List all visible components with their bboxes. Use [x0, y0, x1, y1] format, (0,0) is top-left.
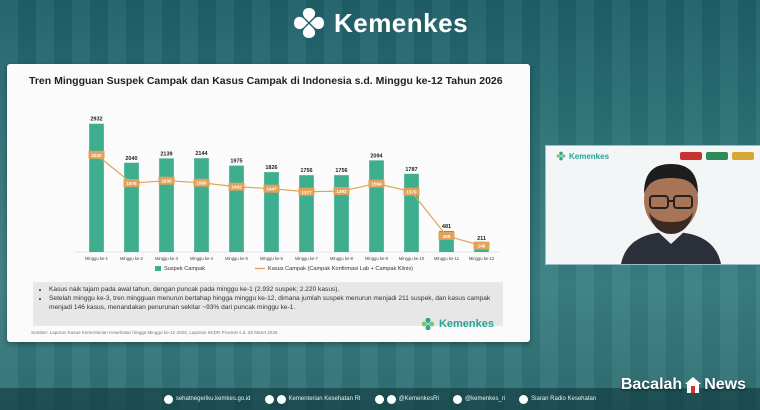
line-value-label: 1576 [126, 181, 137, 186]
line-value-label: 1583 [196, 181, 207, 186]
kemenkes-logo-icon [556, 151, 566, 161]
line-value-label: 1379 [406, 190, 417, 195]
line-point-kasus [158, 176, 175, 185]
x-tick-label: Minggu ke-5 [225, 256, 249, 261]
bar-value-label: 211 [477, 236, 486, 242]
footer-twitter[interactable]: @KemenkesRI [374, 394, 439, 404]
kemenkes-logo-icon [293, 8, 324, 38]
x-tick-label: Minggu ke-1 [85, 256, 109, 261]
tiktok-icon [386, 394, 396, 404]
x-tick-label: Minggu ke-7 [295, 256, 319, 261]
footer-instagram[interactable]: @kemenkes_ri [453, 394, 505, 404]
line-point-kasus [228, 182, 245, 191]
globe-icon [163, 394, 173, 404]
x-tick-label: Minggu ke-8 [330, 256, 354, 261]
kemenkes-logo-icon [421, 317, 435, 331]
bar-suspek [229, 165, 244, 252]
line-point-kasus [368, 179, 385, 188]
footer-social[interactable]: Kementerian Kesehatan RI [264, 394, 361, 404]
x-tick-label: Minggu ke-3 [155, 256, 179, 261]
legend-swatch-suspek [155, 266, 161, 271]
footer-website[interactable]: sehatnegeriku.kemkes.go.id [163, 394, 251, 404]
bar-value-label: 2932 [90, 117, 102, 123]
badge-logo-icon [680, 152, 702, 160]
watermark: Bacalah News [620, 376, 746, 393]
line-value-label: 146 [478, 244, 486, 249]
brand-name: Kemenkes [333, 7, 469, 38]
line-value-label: 1492 [231, 185, 242, 190]
bar-suspek [369, 160, 384, 252]
house-icon [685, 377, 702, 393]
line-value-label: 1393 [336, 189, 347, 194]
brand-header: Kemenkes [0, 6, 760, 40]
x-tick-label: Minggu ke-9 [365, 256, 389, 261]
source-text: Sumber: Laporan Kasus Kementerian Keseha… [31, 330, 278, 335]
line-value-label: 1564 [371, 182, 382, 187]
footer-bar: sehatnegeriku.kemkes.go.id Kementerian K… [0, 388, 760, 410]
camera-logo-text: Kemenkes [569, 151, 610, 161]
slide-logo: Kemenkes [421, 317, 494, 331]
speaker-video: Kemenkes [545, 145, 760, 265]
instagram-icon [453, 394, 463, 404]
x-tick-label: Minggu ke-10 [399, 256, 425, 261]
chart-title: Tren Mingguan Suspek Campak dan Kasus Ca… [29, 75, 503, 87]
presentation-slide: Tren Mingguan Suspek Campak dan Kasus Ca… [7, 64, 530, 342]
bar-value-label: 481 [442, 224, 451, 230]
line-kasus [96, 154, 482, 247]
bar-suspek [334, 175, 349, 252]
footer-radio[interactable]: Siaran Radio Kesehatan [519, 394, 596, 404]
bar-suspek [404, 173, 419, 252]
speaker-person-icon [621, 164, 721, 264]
slide-logo-text: Kemenkes [438, 318, 494, 330]
badge-logo-icon [732, 152, 754, 160]
line-point-kasus [438, 231, 455, 240]
line-value-label: 368 [443, 234, 451, 239]
x-tick-label: Minggu ke-2 [120, 256, 144, 261]
note-item: Kasus naik tajam pada awal tahun, dengan… [49, 285, 497, 294]
youtube-icon [276, 394, 286, 404]
bar-value-label: 2144 [195, 151, 208, 157]
line-point-kasus [403, 187, 420, 196]
bar-suspek [89, 123, 104, 252]
x-tick-label: Minggu ke-4 [190, 256, 214, 261]
bar-suspek [264, 172, 279, 252]
badge-logo-icon [706, 152, 728, 160]
notes-box: Kasus naik tajam pada awal tahun, dengan… [33, 282, 503, 326]
bar-value-label: 1756 [300, 168, 312, 174]
line-point-kasus [123, 179, 140, 188]
line-value-label: 2220 [91, 153, 102, 158]
bar-value-label: 1975 [230, 159, 242, 165]
bar-value-label: 1826 [265, 165, 277, 171]
bar-value-label: 1787 [405, 167, 417, 173]
legend-label-kasus: Kasus Campak (Campak Konfirmasi Lab + Ca… [268, 266, 413, 272]
legend-label-suspek: Suspek Campak [164, 266, 205, 272]
bar-suspek [159, 158, 174, 252]
line-point-kasus [473, 241, 490, 250]
line-point-kasus [298, 187, 315, 196]
line-value-label: 1630 [161, 179, 172, 184]
line-value-label: 1377 [301, 190, 312, 195]
radio-icon [519, 394, 529, 404]
bar-value-label: 2094 [370, 153, 383, 159]
line-value-label: 1447 [266, 187, 277, 192]
twitter-icon [374, 394, 384, 404]
line-point-kasus [193, 178, 210, 187]
line-point-kasus [88, 150, 105, 159]
x-tick-label: Minggu ke-11 [434, 256, 460, 261]
bar-value-label: 2040 [125, 156, 137, 162]
camera-logo: Kemenkes [556, 151, 609, 161]
note-item: Setelah minggu ke-3, tren mingguan menur… [49, 294, 497, 312]
bar-value-label: 2139 [160, 151, 172, 157]
camera-badges [680, 152, 754, 160]
bar-suspek [124, 162, 139, 252]
bar-suspek [194, 158, 209, 252]
facebook-icon [264, 394, 274, 404]
line-point-kasus [333, 187, 350, 196]
line-point-kasus [263, 184, 280, 193]
bar-suspek [299, 175, 314, 252]
bar-value-label: 1756 [335, 168, 347, 174]
x-tick-label: Minggu ke-12 [469, 256, 495, 261]
x-tick-label: Minggu ke-6 [260, 256, 284, 261]
chart: 2932 Minggu ke-1 2040 Minggu ke-2 2139 Minggu… [75, 117, 499, 272]
